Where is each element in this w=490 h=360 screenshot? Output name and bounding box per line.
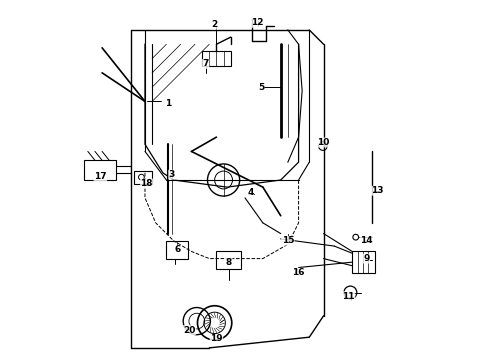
Text: 14: 14	[360, 236, 373, 245]
Text: 17: 17	[94, 172, 107, 181]
Text: 10: 10	[318, 138, 330, 147]
Text: 4: 4	[247, 188, 253, 197]
Text: 7: 7	[202, 59, 209, 68]
Text: 20: 20	[183, 325, 196, 334]
Text: 6: 6	[174, 245, 180, 254]
Text: 11: 11	[343, 292, 355, 301]
Text: 1: 1	[165, 99, 172, 108]
Text: 18: 18	[141, 179, 153, 188]
Text: 16: 16	[293, 268, 305, 277]
Text: 3: 3	[169, 170, 175, 179]
Text: 15: 15	[282, 236, 294, 245]
Text: 9: 9	[363, 254, 369, 263]
Text: 8: 8	[226, 258, 232, 267]
Text: 12: 12	[251, 18, 264, 27]
Text: 19: 19	[210, 334, 223, 343]
Text: 13: 13	[371, 186, 383, 195]
Text: 2: 2	[212, 20, 218, 29]
Text: 5: 5	[258, 83, 264, 92]
